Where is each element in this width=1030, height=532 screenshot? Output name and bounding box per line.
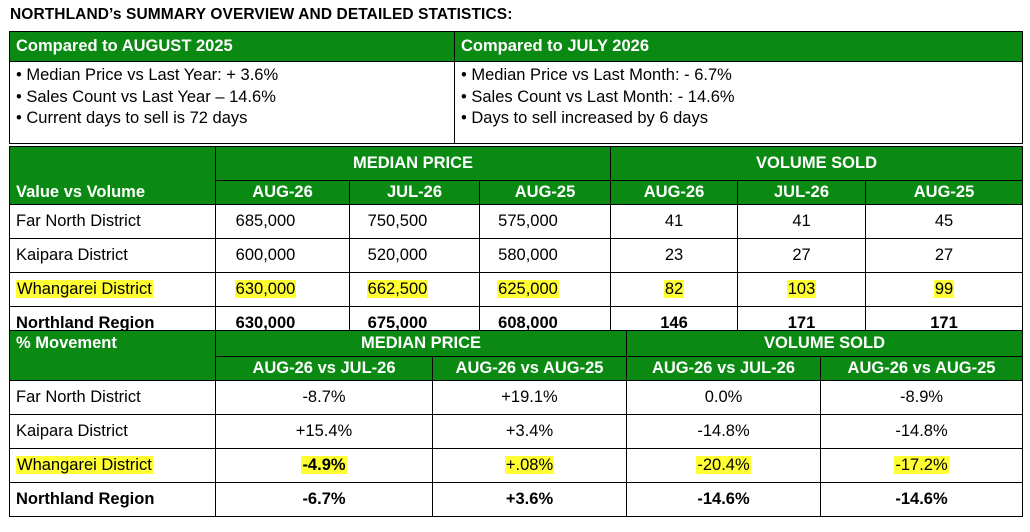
table-row: Far North District 685,000 750,500 575,0… xyxy=(9,204,1024,239)
table-row: Kaipara District 600,000 520,000 580,000… xyxy=(9,238,1024,273)
page-title: NORTHLAND’s SUMMARY OVERVIEW AND DETAILE… xyxy=(10,6,513,23)
summary-right-item: • Median Price vs Last Month: - 6.7% xyxy=(461,66,732,84)
row-label: Northland Region xyxy=(9,482,216,517)
table-row: Whangarei District -4.9% +.08% -20.4% -1… xyxy=(9,448,1024,483)
median-price-cell: 580,000 xyxy=(478,238,612,273)
movement-cell: 0.0% xyxy=(626,380,821,415)
table-row-total: Northland Region -6.7% +3.6% -14.6% -14.… xyxy=(9,482,1024,517)
highlighted-text: -20.4% xyxy=(696,456,751,474)
summary-left-item: • Sales Count vs Last Year – 14.6% xyxy=(16,87,276,106)
movement-col-header: AUG-26 vs AUG-25 xyxy=(432,356,627,381)
volume-cell: 27 xyxy=(865,238,1024,273)
median-price-cell: 685,000 xyxy=(215,204,350,239)
row-label: Kaipara District xyxy=(9,414,216,449)
summary-left-header: Compared to AUGUST 2025 xyxy=(9,31,455,62)
table-row: Whangarei District 630,000 662,500 625,0… xyxy=(9,272,1024,307)
stats-col-header: AUG-26 xyxy=(215,180,350,205)
summary-right-body: • Median Price vs Last Month: - 6.7% • S… xyxy=(454,61,1023,144)
row-label: Far North District xyxy=(9,204,216,239)
movement-cell: -6.7% xyxy=(215,482,433,517)
highlighted-text: 625,000 xyxy=(497,280,559,298)
row-label: Kaipara District xyxy=(9,238,216,273)
median-price-cell: 600,000 xyxy=(215,238,350,273)
median-price-cell: 750,500 xyxy=(349,204,480,239)
summary-right-header: Compared to JULY 2026 xyxy=(454,31,1023,62)
movement-cell: -17.2% xyxy=(819,448,1024,483)
median-price-cell: 662,500 xyxy=(349,272,480,307)
median-price-cell: 520,000 xyxy=(349,238,480,273)
highlighted-text: Whangarei District xyxy=(16,456,153,474)
volume-cell: 99 xyxy=(865,272,1024,307)
movement-cell: +19.1% xyxy=(432,380,627,415)
stats-col-header: AUG-26 xyxy=(610,180,739,205)
movement-cell: +.08% xyxy=(432,448,627,483)
stats-group-volume-sold: VOLUME SOLD xyxy=(610,146,1024,181)
median-price-cell: 575,000 xyxy=(478,204,612,239)
highlighted-text: 82 xyxy=(663,280,685,298)
table-row: Far North District -8.7% +19.1% 0.0% -8.… xyxy=(9,380,1024,415)
highlighted-text: 103 xyxy=(786,280,817,298)
summary-table: Compared to AUGUST 2025 Compared to JULY… xyxy=(9,31,1023,144)
volume-cell: 27 xyxy=(737,238,867,273)
stats-corner-top xyxy=(9,146,216,181)
volume-cell: 103 xyxy=(737,272,867,307)
summary-left-body: • Median Price vs Last Year: + 3.6% • Sa… xyxy=(9,61,455,144)
stats-corner-label: Value vs Volume xyxy=(9,180,216,205)
row-label: Whangarei District xyxy=(9,272,216,307)
movement-cell: -14.8% xyxy=(626,414,821,449)
movement-cell: -4.9% xyxy=(215,448,433,483)
median-price-cell: 630,000 xyxy=(215,272,350,307)
summary-left-item: • Current days to sell is 72 days xyxy=(16,109,248,127)
volume-cell: 23 xyxy=(610,238,739,273)
highlighted-text: -4.9% xyxy=(301,456,347,474)
median-price-cell: 625,000 xyxy=(478,272,612,307)
movement-cell: +15.4% xyxy=(215,414,433,449)
stats-col-header: AUG-25 xyxy=(478,180,612,205)
volume-cell: 41 xyxy=(737,204,867,239)
movement-cell: -8.9% xyxy=(819,380,1024,415)
highlighted-text: -17.2% xyxy=(894,456,949,474)
movement-cell: -20.4% xyxy=(626,448,821,483)
movement-col-header: AUG-26 vs JUL-26 xyxy=(626,356,821,381)
movement-cell: +3.6% xyxy=(432,482,627,517)
movement-table: % Movement MEDIAN PRICE VOLUME SOLD AUG-… xyxy=(9,330,1024,517)
stats-col-header: JUL-26 xyxy=(349,180,480,205)
highlighted-text: 630,000 xyxy=(234,280,297,298)
highlighted-text: +.08% xyxy=(504,456,555,474)
statistics-table: MEDIAN PRICE VOLUME SOLD Value vs Volume… xyxy=(9,146,1024,341)
stats-group-median-price: MEDIAN PRICE xyxy=(214,146,612,181)
stats-col-header: JUL-26 xyxy=(737,180,867,205)
highlighted-text: Whangarei District xyxy=(16,280,153,298)
volume-cell: 41 xyxy=(610,204,739,239)
summary-right-item: • Days to sell increased by 6 days xyxy=(461,109,708,127)
movement-group-median-price: MEDIAN PRICE xyxy=(215,330,627,357)
highlighted-text: 99 xyxy=(933,280,955,298)
movement-cell: -14.8% xyxy=(819,414,1024,449)
volume-cell: 45 xyxy=(865,204,1024,239)
highlighted-text: 662,500 xyxy=(366,280,429,298)
movement-corner-label: % Movement xyxy=(9,330,216,357)
movement-cell: -14.6% xyxy=(819,482,1024,517)
stats-col-header: AUG-25 xyxy=(865,180,1024,205)
movement-col-header: AUG-26 vs AUG-25 xyxy=(819,356,1024,381)
movement-group-volume-sold: VOLUME SOLD xyxy=(625,330,1024,357)
movement-cell: +3.4% xyxy=(432,414,627,449)
movement-corner-bottom xyxy=(9,356,216,381)
table-row: Kaipara District +15.4% +3.4% -14.8% -14… xyxy=(9,414,1024,449)
row-label: Far North District xyxy=(9,380,216,415)
summary-right-item: • Sales Count vs Last Month: - 14.6% xyxy=(461,87,735,106)
row-label: Whangarei District xyxy=(9,448,216,483)
summary-left-item: • Median Price vs Last Year: + 3.6% xyxy=(16,66,279,84)
movement-cell: -8.7% xyxy=(215,380,433,415)
movement-col-header: AUG-26 vs JUL-26 xyxy=(215,356,433,381)
movement-cell: -14.6% xyxy=(626,482,821,517)
volume-cell: 82 xyxy=(610,272,739,307)
